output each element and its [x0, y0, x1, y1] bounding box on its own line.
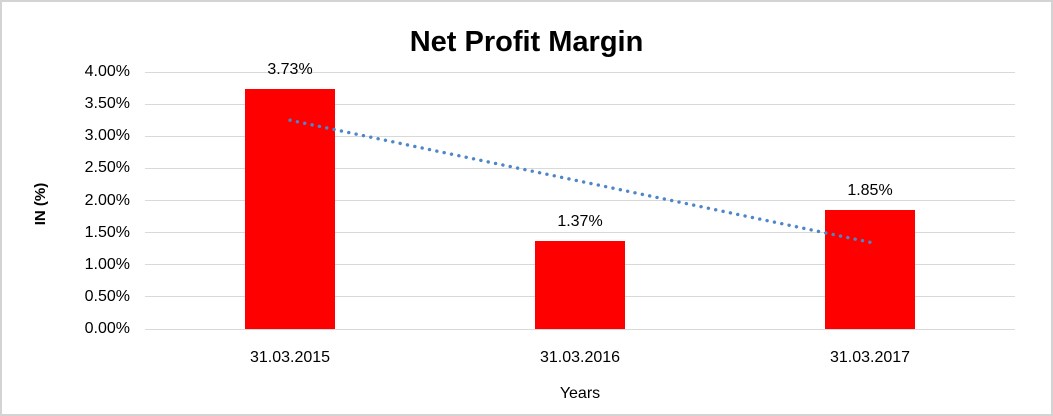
- data-label: 1.37%: [557, 212, 603, 230]
- trendline: [288, 118, 872, 244]
- y-tick-label: 0.50%: [84, 287, 130, 305]
- y-tick-label: 1.00%: [84, 255, 130, 273]
- data-label: 3.73%: [267, 61, 313, 79]
- x-axis-title: Years: [559, 385, 601, 402]
- x-tick-label: 31.03.2015: [249, 349, 331, 366]
- chart-title: Net Profit Margin: [409, 26, 644, 58]
- gridline: [145, 135, 1015, 137]
- plot-area: 3.73% 1.37% 1.85%: [145, 61, 1015, 330]
- gridline: [145, 167, 1015, 169]
- x-tick-label: 31.03.2016: [539, 349, 621, 366]
- x-axis-tick-labels: 31.03.2015 31.03.2016 31.03.2017: [145, 349, 1015, 369]
- y-tick-label: 3.50%: [84, 95, 130, 113]
- y-tick-label: 4.00%: [84, 63, 130, 80]
- bar-31.03.2015: [245, 89, 335, 329]
- x-tick-label: 31.03.2017: [829, 349, 911, 366]
- gridline: [145, 232, 1015, 234]
- bar-31.03.2017: [825, 210, 915, 329]
- gridline: [145, 71, 1015, 73]
- y-tick-label: 2.00%: [84, 191, 130, 209]
- y-tick-label: 3.00%: [84, 127, 130, 145]
- data-label: 1.85%: [847, 182, 893, 200]
- y-tick-label: 2.50%: [84, 159, 130, 177]
- gridline: [145, 200, 1015, 201]
- y-tick-label: 1.50%: [84, 223, 130, 241]
- bar-31.03.2016: [535, 240, 625, 329]
- gridline: [145, 103, 1015, 105]
- gridline: [145, 328, 1015, 330]
- y-tick-label: 0.00%: [84, 320, 130, 337]
- y-axis-title: IN (%): [32, 182, 49, 226]
